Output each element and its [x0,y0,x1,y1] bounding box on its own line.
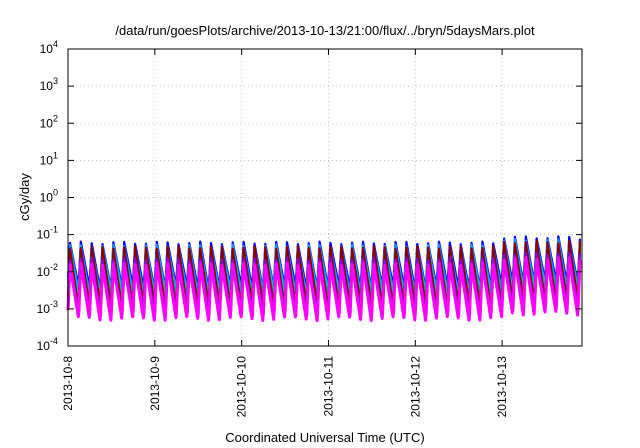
x-tick-label: 2013-10-12 [408,356,422,418]
x-tick-label: 2013-10-11 [321,356,335,417]
x-axis-label: Coordinated Universal Time (UTC) [225,430,424,445]
chart-title: /data/run/goesPlots/archive/2013-10-13/2… [115,23,535,38]
y-tick-label: 10-4 [37,336,58,353]
y-tick-label: 10-3 [37,299,58,316]
series-group [66,235,582,323]
series-line [66,256,582,323]
y-tick-label: 101 [40,150,58,167]
y-tick-label: 102 [40,113,58,130]
y-tick-label: 100 [40,188,58,205]
y-tick-label: 10-1 [37,225,58,242]
y-axis: 10-4 10-3 10-2 10-1 100 101 102 103 104 [37,39,582,353]
x-tick-label: 2013-10-13 [495,356,509,418]
x-axis: 2013-10-8 2013-10-9 2013-10-10 2013-10-11 20… [61,49,509,417]
x-tick-label: 2013-10-8 [61,356,75,411]
y-tick-label: 103 [40,76,58,93]
y-tick-label: 10-2 [37,262,58,279]
y-axis-label: cGy/day [17,173,32,221]
y-tick-label: 104 [40,39,58,56]
x-tick-label: 2013-10-9 [148,356,162,411]
x-tick-label: 2013-10-10 [235,356,249,418]
